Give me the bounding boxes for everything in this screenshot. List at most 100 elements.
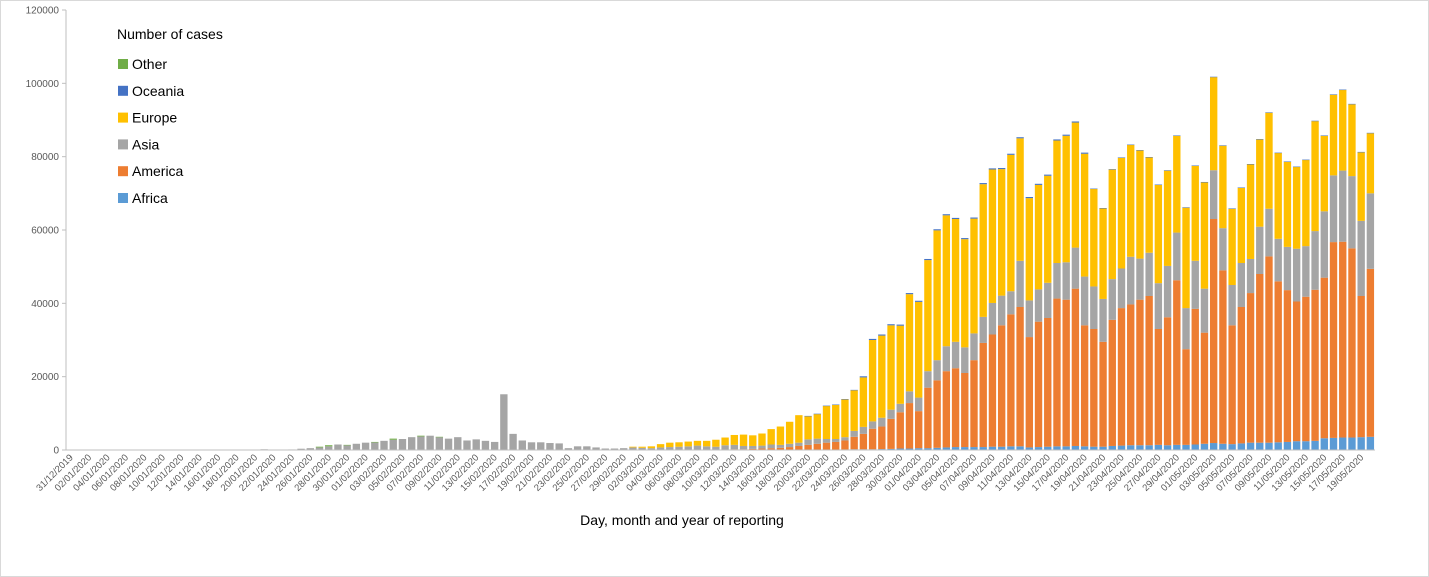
bar-segment-europe: [1025, 198, 1033, 301]
bar-segment-asia: [1071, 247, 1080, 289]
bar-segment-oceania: [924, 258, 932, 261]
bar-segment-asia: [997, 295, 1006, 326]
bar-segment-asia: [813, 438, 821, 444]
bar-segment-other: [343, 444, 351, 446]
bar-segment-europe: [1007, 154, 1015, 292]
bar-segment-asia: [1329, 175, 1338, 243]
bar-segment-europe: [666, 442, 674, 448]
bar-segment-asia: [749, 445, 757, 449]
bar-segment-other: [315, 446, 324, 448]
bar-segment-oceania: [1246, 164, 1255, 165]
bar-segment-asia: [1163, 265, 1172, 318]
bar-segment-asia: [1274, 238, 1282, 282]
bar-segment-america: [942, 371, 951, 448]
bar-segment-oceania: [1108, 169, 1116, 170]
bar-segment-oceania: [942, 214, 951, 216]
bar-segment-asia: [371, 442, 379, 450]
bar-segment-asia: [924, 371, 932, 388]
bar-segment-asia: [878, 417, 886, 427]
bar-segment-asia: [887, 409, 895, 419]
bar-segment-africa: [1209, 443, 1218, 450]
bar-segment-oceania: [1320, 135, 1328, 136]
bar-segment-asia: [1053, 263, 1061, 299]
bar-segment-asia: [647, 448, 656, 450]
bar-segment-asia: [408, 437, 416, 450]
bar-segment-america: [1237, 307, 1246, 444]
bar-segment-oceania: [1274, 152, 1282, 154]
bar-segment-africa: [1348, 437, 1356, 450]
bar-segment-oceania: [832, 404, 840, 406]
bar-segment-europe: [832, 404, 840, 439]
bar-segment-africa: [1090, 446, 1098, 450]
bar-segment-america: [1366, 268, 1375, 437]
bar-segment-oceania: [961, 238, 969, 240]
bar-segment-oceania: [887, 324, 895, 326]
bar-segment-europe: [1053, 140, 1061, 263]
bar-segment-asia: [1108, 279, 1116, 320]
bar-segment-asia: [1302, 246, 1310, 297]
bar-segment-asia: [730, 444, 739, 450]
bar-segment-asia: [463, 440, 471, 450]
bar-segment-africa: [1034, 447, 1043, 450]
bar-segment-asia: [822, 439, 831, 443]
bar-segment-asia: [527, 442, 536, 450]
bar-segment-asia: [859, 426, 868, 434]
bar-segment-europe: [1080, 153, 1089, 277]
bar-segment-europe: [1044, 175, 1052, 283]
bar-segment-america: [813, 443, 821, 450]
bar-segment-europe: [684, 441, 692, 447]
bar-segment-america: [758, 448, 766, 450]
bar-segment-europe: [1136, 150, 1144, 259]
bar-segment-oceania: [1163, 170, 1172, 171]
bar-segment-africa: [1302, 441, 1310, 450]
x-axis-title: Day, month and year of reporting: [580, 512, 784, 528]
bar-segment-europe: [1182, 207, 1190, 309]
bar-segment-asia: [1265, 208, 1273, 257]
bar-segment-america: [859, 433, 868, 450]
bar-segment-asia: [592, 447, 600, 450]
bar-segment-europe: [1283, 161, 1292, 247]
bar-segment-asia: [1154, 283, 1163, 329]
bar-segment-asia: [573, 446, 582, 450]
bar-segment-oceania: [1366, 132, 1375, 134]
bar-segment-africa: [1320, 438, 1328, 450]
bar-segment-europe: [1339, 89, 1347, 171]
bar-segment-africa: [997, 446, 1006, 450]
y-tick-label: 80000: [31, 152, 59, 163]
bar-segment-america: [1182, 349, 1190, 445]
bar-segment-oceania: [1034, 183, 1043, 185]
bar-segment-africa: [1311, 440, 1319, 450]
legend-title: Number of cases: [117, 26, 223, 42]
bar-segment-america: [804, 444, 812, 450]
bar-segment-europe: [804, 416, 812, 440]
bar-segment-america: [1007, 314, 1015, 447]
legend-swatch-asia: [118, 139, 128, 150]
bar-segment-america: [1053, 298, 1061, 447]
bar-segment-asia: [352, 443, 361, 450]
bar-segment-asia: [951, 341, 960, 369]
bar-segment-america: [1034, 321, 1043, 448]
bar-segment-oceania: [915, 300, 923, 302]
bar-segment-america: [1256, 274, 1264, 443]
bar-segment-oceania: [1080, 152, 1089, 154]
bar-segment-africa: [1071, 445, 1080, 450]
bar-segment-asia: [1044, 282, 1052, 318]
bar-segment-oceania: [1311, 120, 1319, 122]
bar-segment-asia: [490, 441, 499, 450]
bar-segment-other: [325, 445, 333, 447]
bar-segment-oceania: [1025, 197, 1033, 199]
legend-label-oceania: Oceania: [132, 83, 184, 99]
bar-segment-america: [924, 387, 932, 449]
bar-segment-america: [749, 448, 757, 450]
bar-segment-africa: [905, 448, 914, 450]
bar-segment-oceania: [1044, 174, 1052, 176]
bar-segment-europe: [1145, 157, 1153, 253]
bar-segment-asia: [481, 440, 490, 450]
bar-segment-america: [1108, 319, 1116, 446]
legend-label-europe: Europe: [132, 110, 177, 126]
bar-segment-asia: [398, 439, 407, 450]
bar-segment-america: [1246, 293, 1255, 443]
bar-segment-america: [1099, 341, 1107, 447]
bar-segment-europe: [924, 260, 932, 372]
